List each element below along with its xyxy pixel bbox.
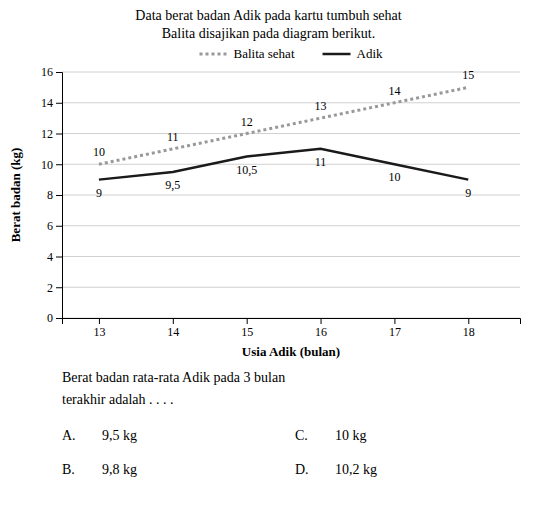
y-tick-label: 12 <box>41 127 53 141</box>
y-tick-mark <box>56 257 62 258</box>
data-label: 10 <box>388 170 400 184</box>
grid-line <box>62 164 520 165</box>
question-line: Berat badan rata-rata Adik pada 3 bulan <box>62 370 285 385</box>
y-tick: 6 <box>47 219 62 233</box>
grid-line <box>62 72 520 73</box>
x-tick: 13 <box>93 318 105 339</box>
data-label: 11 <box>167 130 179 144</box>
data-label: 10,5 <box>236 163 257 177</box>
x-tick-mark <box>99 318 100 324</box>
option-text: 10,2 kg <box>335 462 377 477</box>
data-label: 10 <box>93 145 105 159</box>
legend-label: Adik <box>357 46 384 61</box>
legend-item: Balita sehat <box>199 46 294 61</box>
y-tick-mark <box>56 318 62 319</box>
y-axis-line <box>56 73 63 319</box>
y-axis-title: Berat badan (kg) <box>8 148 23 243</box>
legend-swatch <box>199 53 227 56</box>
y-tick: 4 <box>47 250 62 264</box>
y-tick-mark <box>56 134 62 135</box>
legend-swatch <box>323 53 351 56</box>
grid <box>62 72 520 318</box>
x-axis-title: Usia Adik (bulan) <box>242 344 340 359</box>
x-tick-label: 17 <box>389 325 401 339</box>
x-tick-label: 15 <box>241 325 253 339</box>
grid-line <box>62 256 520 257</box>
data-label: 12 <box>241 115 253 129</box>
x-tick-mark <box>394 318 395 324</box>
chart: Data berat badan Adik pada kartu tumbuh … <box>0 0 537 509</box>
x-tick-mark <box>468 318 469 324</box>
y-tick-label: 16 <box>41 65 53 79</box>
option-text: D. <box>295 462 309 477</box>
y-tick-label: 14 <box>41 96 53 110</box>
option-text: B. <box>62 462 75 477</box>
y-tick-mark <box>56 72 62 73</box>
x-tick: 15 <box>241 318 253 339</box>
option-text: A. <box>62 428 76 443</box>
option-text: 9,8 kg <box>102 462 137 477</box>
title: Data berat badan Adik pada kartu tumbuh … <box>135 8 401 23</box>
data-label: 15 <box>462 68 474 82</box>
x-axis: 13 14 15 16 17 18 <box>63 318 521 339</box>
x-tick-label: 16 <box>315 325 327 339</box>
x-tick: 16 <box>315 318 327 339</box>
option-text: C. <box>295 428 308 443</box>
x-tick: 18 <box>463 318 475 339</box>
series-line <box>99 149 468 180</box>
option-text: 9,5 kg <box>102 428 137 443</box>
legend: Balita sehat Adik <box>199 46 383 61</box>
legend-label: Balita sehat <box>233 46 294 61</box>
y-tick-mark <box>56 195 62 196</box>
y-tick: 12 <box>41 127 62 141</box>
grid-line <box>62 102 520 103</box>
y-tick: 16 <box>41 65 62 79</box>
subtitle: Balita disajikan pada diagram berikut. <box>162 26 375 41</box>
x-tick-label: 18 <box>463 325 475 339</box>
y-tick-mark <box>56 103 62 104</box>
legend-item: Adik <box>323 46 384 61</box>
plot-area <box>99 87 468 179</box>
y-tick-label: 0 <box>47 311 53 325</box>
x-tick-mark <box>321 318 322 324</box>
y-tick-mark <box>56 164 62 165</box>
y-tick: 8 <box>47 188 62 202</box>
grid-line <box>62 287 520 288</box>
y-tick-label: 6 <box>47 219 53 233</box>
x-axis-line <box>63 319 521 325</box>
data-label: 9 <box>96 186 102 200</box>
data-label: 9 <box>465 186 471 200</box>
y-tick: 14 <box>41 96 62 110</box>
x-tick: 17 <box>389 318 401 339</box>
x-tick-label: 14 <box>167 325 179 339</box>
x-tick-label: 13 <box>93 325 105 339</box>
y-axis: 0 2 4 6 8 10 12 14 16 <box>41 65 63 325</box>
y-tick-mark <box>56 226 62 227</box>
question-text: Berat badan rata-rata Adik pada 3 bulan t… <box>62 370 285 407</box>
data-labels: 10 11 12 13 14 15 9 9,5 10,5 11 10 9 <box>93 68 474 199</box>
background <box>0 0 537 509</box>
question-line: terakhir adalah . . . . <box>62 392 174 407</box>
data-label: 11 <box>315 155 327 169</box>
data-label: 9,5 <box>165 178 180 192</box>
option-text: 10 kg <box>335 428 367 443</box>
x-tick-mark <box>173 318 174 324</box>
y-tick: 2 <box>47 281 62 295</box>
x-tick-mark <box>247 318 248 324</box>
grid-line <box>62 195 520 196</box>
grid-line <box>62 133 520 134</box>
y-tick-label: 10 <box>41 158 53 172</box>
y-tick-label: 2 <box>47 281 53 295</box>
y-tick: 0 <box>47 311 62 325</box>
y-tick-label: 4 <box>47 250 53 264</box>
y-tick: 10 <box>41 158 62 172</box>
annotations: Berat badan rata-rata Adik pada 3 bulan t… <box>62 370 377 477</box>
data-label: 14 <box>388 84 400 98</box>
data-label: 13 <box>315 99 327 113</box>
x-tick: 14 <box>167 318 179 339</box>
y-tick-label: 8 <box>47 188 53 202</box>
y-tick-mark <box>56 287 62 288</box>
grid-line <box>62 225 520 226</box>
